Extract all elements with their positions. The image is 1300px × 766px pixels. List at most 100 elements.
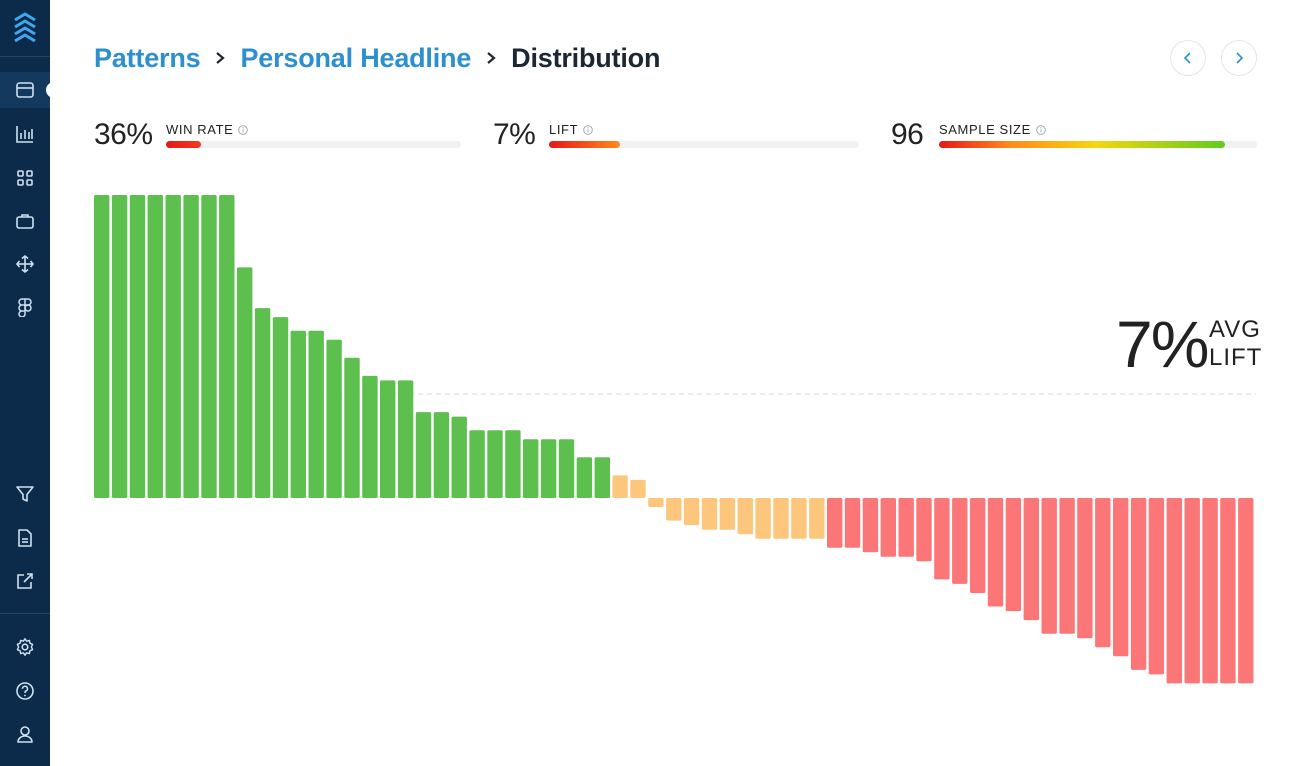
sidebar-item-filter[interactable]	[0, 476, 50, 512]
next-button[interactable]	[1221, 40, 1257, 76]
distribution-bar[interactable]	[1166, 498, 1182, 684]
distribution-bar[interactable]	[683, 498, 700, 526]
distribution-bar[interactable]	[773, 498, 789, 539]
distribution-bar[interactable]	[290, 330, 306, 498]
distribution-bar[interactable]	[719, 498, 736, 530]
sidebar-item-figma[interactable]	[0, 289, 50, 325]
sample-size-value: 96	[891, 118, 924, 151]
breadcrumb-patterns[interactable]: Patterns	[94, 42, 201, 73]
distribution-bar[interactable]	[1113, 498, 1129, 657]
distribution-bar[interactable]	[326, 339, 342, 498]
distribution-bar[interactable]	[433, 412, 450, 498]
info-icon[interactable]	[238, 124, 249, 135]
distribution-bar[interactable]	[272, 317, 289, 498]
distribution-bar[interactable]	[970, 498, 986, 593]
distribution-bar[interactable]	[308, 330, 324, 498]
distribution-bar[interactable]	[540, 439, 557, 498]
lift-value: 7%	[493, 118, 536, 151]
sidebar-divider-bottom	[0, 613, 50, 614]
distribution-bar[interactable]	[809, 498, 825, 539]
distribution-bar[interactable]	[558, 439, 575, 498]
distribution-bar[interactable]	[1220, 498, 1236, 684]
page-title: Distribution	[511, 42, 661, 73]
distribution-bar[interactable]	[94, 195, 110, 498]
distribution-bar[interactable]	[630, 479, 646, 498]
distribution-bar[interactable]	[1184, 498, 1200, 684]
distribution-bar[interactable]	[165, 195, 181, 498]
distribution-bar[interactable]	[576, 457, 593, 498]
distribution-bar[interactable]	[987, 498, 1004, 607]
sidebar-item-analytics[interactable]	[0, 116, 50, 152]
sidebar-item-portfolio[interactable]	[0, 203, 50, 239]
distribution-bar[interactable]	[844, 498, 861, 548]
help-icon	[16, 682, 34, 700]
sidebar-item-components[interactable]	[0, 160, 50, 196]
distribution-bar[interactable]	[612, 475, 628, 498]
distribution-bar[interactable]	[469, 430, 485, 498]
distribution-bar[interactable]	[380, 380, 396, 498]
breadcrumb-personal-headline[interactable]: Personal Headline	[240, 42, 472, 73]
distribution-bar[interactable]	[1202, 498, 1218, 684]
distribution-bar[interactable]	[183, 195, 199, 498]
active-indicator	[46, 82, 54, 98]
distribution-bar[interactable]	[648, 498, 664, 507]
distribution-bar[interactable]	[505, 430, 521, 498]
sidebar-item-layout[interactable]	[0, 72, 50, 108]
distribution-bar[interactable]	[1148, 498, 1165, 675]
distribution-bar[interactable]	[666, 498, 682, 521]
avg-lift-label-line2: LIFT	[1209, 344, 1263, 371]
sidebar-item-move[interactable]	[0, 246, 50, 282]
distribution-bar[interactable]	[791, 498, 807, 539]
distribution-bar[interactable]	[344, 357, 360, 498]
distribution-bar[interactable]	[737, 498, 753, 535]
distribution-bar[interactable]	[219, 195, 235, 498]
distribution-bar[interactable]	[451, 416, 467, 498]
layout-icon	[16, 82, 34, 98]
distribution-bar[interactable]	[898, 498, 914, 557]
sidebar-item-help[interactable]	[0, 673, 50, 709]
distribution-bar[interactable]	[1005, 498, 1022, 612]
distribution-bar[interactable]	[1238, 498, 1254, 684]
distribution-bar[interactable]	[755, 498, 771, 539]
info-icon[interactable]	[1036, 124, 1046, 135]
distribution-bar[interactable]	[701, 498, 718, 530]
distribution-bar[interactable]	[594, 457, 610, 498]
distribution-bar[interactable]	[397, 380, 414, 498]
sidebar-item-document[interactable]	[0, 520, 50, 556]
distribution-bar[interactable]	[523, 439, 539, 498]
distribution-bar[interactable]	[129, 195, 146, 498]
sidebar-item-export[interactable]	[0, 563, 50, 599]
distribution-bar[interactable]	[880, 498, 896, 557]
distribution-bar[interactable]	[916, 498, 932, 562]
distribution-bar[interactable]	[827, 498, 843, 548]
distribution-bar[interactable]	[487, 430, 503, 498]
distribution-bar[interactable]	[237, 267, 253, 498]
distribution-bar[interactable]	[362, 375, 378, 498]
distribution-bar[interactable]	[1041, 498, 1057, 634]
distribution-bar[interactable]	[952, 498, 968, 584]
distribution-bar[interactable]	[1077, 498, 1093, 639]
filter-icon	[16, 486, 34, 502]
logo-icon[interactable]	[12, 10, 38, 42]
distribution-bar[interactable]	[415, 412, 432, 498]
breadcrumb: Patterns Personal Headline Distribution	[94, 38, 660, 78]
metric-win-rate: 36% WIN RATE	[94, 112, 461, 160]
info-icon[interactable]	[583, 124, 593, 135]
sidebar-item-settings[interactable]	[0, 629, 50, 665]
distribution-bar[interactable]	[254, 308, 271, 498]
distribution-bar[interactable]	[147, 195, 163, 498]
distribution-bar[interactable]	[201, 195, 217, 498]
previous-button[interactable]	[1170, 40, 1206, 76]
distribution-bar[interactable]	[862, 498, 879, 553]
distribution-bar[interactable]	[934, 498, 950, 580]
distribution-bar[interactable]	[1023, 498, 1039, 621]
sidebar-item-profile[interactable]	[0, 716, 50, 752]
metric-lift: 7% LIFT	[493, 112, 859, 160]
bar-chart-icon	[16, 126, 33, 143]
distribution-bar[interactable]	[1095, 498, 1111, 648]
chevron-left-icon	[1183, 52, 1191, 64]
distribution-bar[interactable]	[111, 195, 128, 498]
distribution-bar[interactable]	[1059, 498, 1075, 634]
distribution-bar[interactable]	[1130, 498, 1147, 670]
